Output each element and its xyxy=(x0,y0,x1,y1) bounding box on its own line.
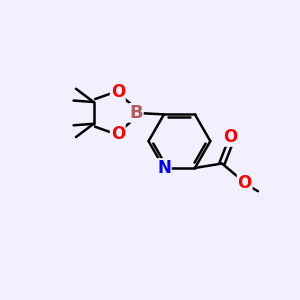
Text: N: N xyxy=(157,159,171,177)
Text: B: B xyxy=(129,104,143,122)
Text: O: O xyxy=(238,174,252,192)
Text: O: O xyxy=(111,125,125,143)
Text: O: O xyxy=(111,83,125,101)
Text: O: O xyxy=(223,128,237,146)
